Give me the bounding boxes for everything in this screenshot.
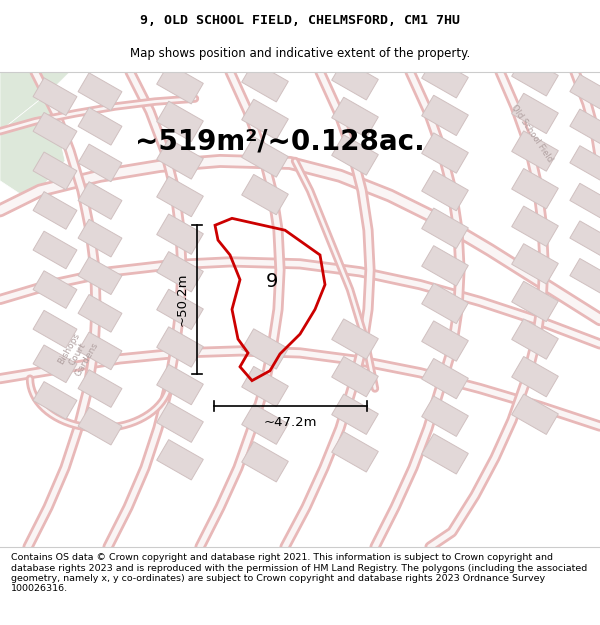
Polygon shape <box>78 257 122 294</box>
Polygon shape <box>78 408 122 445</box>
Polygon shape <box>422 359 469 399</box>
Polygon shape <box>332 319 379 359</box>
Polygon shape <box>33 112 77 150</box>
Polygon shape <box>157 252 203 292</box>
Polygon shape <box>157 214 203 254</box>
Polygon shape <box>422 321 469 361</box>
Polygon shape <box>422 396 469 436</box>
Polygon shape <box>242 404 289 444</box>
Polygon shape <box>242 442 289 482</box>
Polygon shape <box>422 58 469 98</box>
Polygon shape <box>0 72 70 131</box>
Polygon shape <box>157 289 203 329</box>
Polygon shape <box>33 152 77 189</box>
Polygon shape <box>33 345 77 382</box>
Polygon shape <box>33 271 77 308</box>
Polygon shape <box>242 329 289 369</box>
Polygon shape <box>33 78 77 116</box>
Polygon shape <box>512 281 559 322</box>
Polygon shape <box>512 244 559 284</box>
Polygon shape <box>512 56 559 96</box>
Polygon shape <box>157 439 203 480</box>
Polygon shape <box>512 206 559 246</box>
Polygon shape <box>242 366 289 407</box>
Polygon shape <box>422 133 469 173</box>
Polygon shape <box>570 109 600 144</box>
Polygon shape <box>512 394 559 434</box>
Polygon shape <box>422 246 469 286</box>
Text: 9: 9 <box>266 272 278 291</box>
Polygon shape <box>78 294 122 332</box>
Polygon shape <box>242 137 289 177</box>
Polygon shape <box>33 382 77 419</box>
Polygon shape <box>157 364 203 405</box>
Polygon shape <box>78 182 122 219</box>
Polygon shape <box>242 99 289 139</box>
Polygon shape <box>332 394 379 434</box>
Polygon shape <box>512 356 559 397</box>
Text: Map shows position and indicative extent of the property.: Map shows position and indicative extent… <box>130 48 470 61</box>
Polygon shape <box>570 146 600 180</box>
Polygon shape <box>33 311 77 348</box>
Polygon shape <box>512 319 559 359</box>
Polygon shape <box>570 74 600 109</box>
Polygon shape <box>0 92 65 201</box>
Polygon shape <box>512 169 559 209</box>
Polygon shape <box>570 259 600 293</box>
Polygon shape <box>33 231 77 269</box>
Polygon shape <box>157 101 203 141</box>
Polygon shape <box>512 131 559 171</box>
Polygon shape <box>332 135 379 175</box>
Polygon shape <box>570 183 600 218</box>
Text: ~50.2m: ~50.2m <box>176 272 188 326</box>
Polygon shape <box>78 144 122 182</box>
Polygon shape <box>332 59 379 100</box>
Polygon shape <box>422 283 469 324</box>
Text: Bishops
Court
Gardens: Bishops Court Gardens <box>56 330 100 378</box>
Polygon shape <box>78 73 122 111</box>
Polygon shape <box>78 370 122 408</box>
Text: Contains OS data © Crown copyright and database right 2021. This information is : Contains OS data © Crown copyright and d… <box>11 553 587 593</box>
Text: Old School Field: Old School Field <box>509 103 554 164</box>
Polygon shape <box>157 402 203 442</box>
Polygon shape <box>422 208 469 248</box>
Polygon shape <box>332 98 379 138</box>
Polygon shape <box>242 62 289 102</box>
Polygon shape <box>422 434 469 474</box>
Polygon shape <box>422 95 469 136</box>
Polygon shape <box>78 107 122 145</box>
Polygon shape <box>157 327 203 367</box>
Polygon shape <box>157 64 203 104</box>
Polygon shape <box>570 221 600 256</box>
Text: 9, OLD SCHOOL FIELD, CHELMSFORD, CM1 7HU: 9, OLD SCHOOL FIELD, CHELMSFORD, CM1 7HU <box>140 14 460 27</box>
Polygon shape <box>157 139 203 179</box>
Text: ~519m²/~0.128ac.: ~519m²/~0.128ac. <box>135 127 425 155</box>
Polygon shape <box>242 174 289 215</box>
Text: ~47.2m: ~47.2m <box>264 416 317 429</box>
Polygon shape <box>33 192 77 229</box>
Polygon shape <box>157 176 203 217</box>
Polygon shape <box>332 356 379 397</box>
Polygon shape <box>512 93 559 134</box>
Polygon shape <box>78 219 122 257</box>
Polygon shape <box>332 432 379 472</box>
Polygon shape <box>422 171 469 211</box>
Polygon shape <box>78 332 122 370</box>
